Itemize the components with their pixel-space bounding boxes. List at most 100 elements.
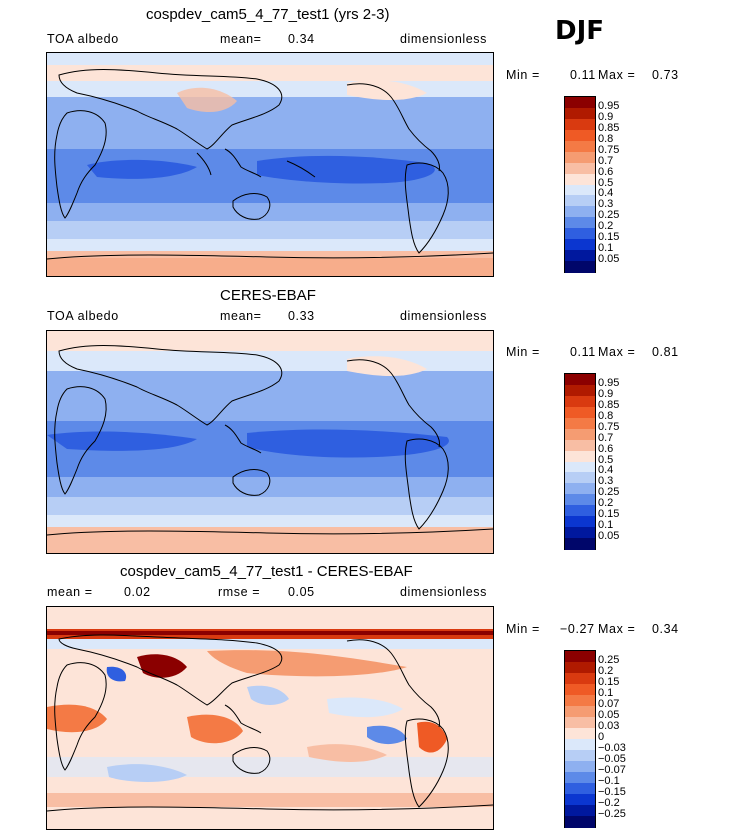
panel-1-colorbar-tick-label: 0.4 bbox=[598, 187, 614, 200]
panel-2-colorbar-cell bbox=[565, 450, 595, 462]
panel-2-colorbar-tick-label: 0.15 bbox=[598, 508, 620, 521]
panel-2-title: CERES-EBAF bbox=[220, 287, 316, 304]
panel-1-colorbar-tick-label: 0.1 bbox=[598, 242, 614, 255]
panel-2-colorbar bbox=[564, 373, 596, 550]
panel-3-colorbar-tick-label: −0.05 bbox=[598, 753, 626, 765]
panel-1-colorbar-tick-label: 0.3 bbox=[598, 198, 614, 211]
panel-3-colorbar-tick-label: 0.2 bbox=[598, 665, 614, 677]
panel-2-colorbar-tick-label: 0.95 bbox=[598, 376, 620, 389]
panel-1-colorbar-cell bbox=[565, 118, 595, 131]
panel-2-max-value: 0.81 bbox=[652, 345, 679, 359]
panel-1-min-label: Min = bbox=[506, 68, 540, 82]
panel-1-colorbar-tick-label: 0.8 bbox=[598, 132, 614, 145]
panel-2-colorbar-tick-label: 0.7 bbox=[598, 431, 614, 444]
panel-3-colorbar-cell bbox=[565, 695, 595, 707]
panel-2-map-field bbox=[47, 331, 493, 553]
panel-1-colorbar-cell bbox=[565, 140, 595, 153]
panel-3-colorbar-cell bbox=[565, 717, 595, 729]
panel-2-map bbox=[46, 330, 494, 554]
panel-3-colorbar-tick-label: −0.03 bbox=[598, 742, 626, 754]
panel-2-colorbar-cell bbox=[565, 384, 595, 397]
panel-1-colorbar-cell bbox=[565, 195, 595, 207]
panel-2-colorbar-tick-label: 0.05 bbox=[598, 530, 620, 543]
panel-1-mean-value: 0.34 bbox=[288, 32, 315, 46]
panel-2-colorbar-tick-label: 0.8 bbox=[598, 409, 614, 422]
panel-3-colorbar-tick-label: 0.25 bbox=[598, 654, 620, 666]
panel-3-colorbar-cell bbox=[565, 684, 595, 696]
panel-2-colorbar-cell bbox=[565, 538, 595, 550]
panel-2-colorbar-tick-label: 0.9 bbox=[598, 387, 614, 400]
panel-2-colorbar-cell bbox=[565, 428, 595, 441]
panel-3-colorbar-tick-label: 0.07 bbox=[598, 698, 620, 710]
panel-2-max-label: Max = bbox=[598, 345, 636, 359]
panel-1-colorbar-tick-label: 0.75 bbox=[598, 143, 620, 156]
panel-1-colorbar-cell bbox=[565, 107, 595, 120]
panel-1-colorbar-cell bbox=[565, 162, 595, 175]
panel-2-colorbar-cell bbox=[565, 395, 595, 408]
panel-1-colorbar-tick-label: 0.05 bbox=[598, 253, 620, 266]
panel-3-max-value: 0.34 bbox=[652, 622, 679, 636]
panel-1-min-value: 0.11 bbox=[570, 68, 596, 82]
panel-3-rmse-value: 0.05 bbox=[288, 585, 315, 599]
panel-3-rmse-label: rmse = bbox=[218, 585, 261, 599]
panel-1-map bbox=[46, 52, 494, 277]
panel-1-colorbar-ticks: 0.95 0.9 0.85 0.8 0.75 0.7 0.6 0.5 0.4 0.3 0.25 0.2… bbox=[598, 96, 638, 271]
panel-3-units-label: dimensionless bbox=[400, 585, 488, 599]
panel-1-colorbar-tick-label: 0.15 bbox=[598, 231, 620, 244]
panel-3-colorbar-cell bbox=[565, 706, 595, 718]
panel-3-colorbar-cell bbox=[565, 761, 595, 773]
panel-2-colorbar-cell bbox=[565, 374, 595, 386]
panel-2-colorbar-tick-label: 0.2 bbox=[598, 497, 614, 510]
panel-2-colorbar-cell bbox=[565, 417, 595, 430]
panel-3-colorbar-ticks: 0.25 0.2 0.15 0.1 0.07 0.05 0.03 0 −0.03 −0.05 −0.… bbox=[598, 650, 642, 826]
panel-1-colorbar-cell bbox=[565, 151, 595, 164]
panel-2-colorbar-cell bbox=[565, 516, 595, 528]
panel-2-colorbar-cell bbox=[565, 527, 595, 539]
panel-3-colorbar-tick-label: 0.03 bbox=[598, 720, 620, 732]
panel-3-colorbar-cell bbox=[565, 772, 595, 784]
panel-1-max-value: 0.73 bbox=[652, 68, 679, 82]
panel-1-mean-label: mean= bbox=[220, 32, 262, 46]
panel-3-colorbar-tick-label: 0.05 bbox=[598, 709, 620, 721]
panel-1-colorbar-tick-label: 0.5 bbox=[598, 176, 614, 189]
panel-2-colorbar-cell bbox=[565, 461, 595, 473]
panel-2-colorbar-tick-label: 0.5 bbox=[598, 453, 614, 466]
panel-2-colorbar-tick-label: 0.75 bbox=[598, 420, 620, 433]
panel-1-variable-label: TOA albedo bbox=[47, 32, 119, 46]
panel-1-map-field bbox=[47, 53, 493, 276]
panel-3-colorbar-cell bbox=[565, 805, 595, 817]
panel-1-colorbar-cell bbox=[565, 239, 595, 251]
panel-3-colorbar-cell bbox=[565, 750, 595, 762]
panel-3-max-label: Max = bbox=[598, 622, 636, 636]
panel-3-colorbar-cell bbox=[565, 739, 595, 751]
panel-3-colorbar-tick-label: 0 bbox=[598, 731, 605, 743]
panel-1-colorbar-tick-label: 0.95 bbox=[598, 99, 620, 112]
panel-3-colorbar-tick-label: 0.1 bbox=[598, 687, 614, 699]
panel-3-colorbar-tick-label: −0.2 bbox=[598, 797, 620, 809]
panel-2-colorbar-tick-label: 0.6 bbox=[598, 442, 614, 455]
panel-1-colorbar-tick-label: 0.6 bbox=[598, 165, 614, 178]
panel-1-title: cospdev_cam5_4_77_test1 (yrs 2-3) bbox=[146, 6, 390, 23]
panel-1-colorbar-cell bbox=[565, 250, 595, 262]
panel-3-colorbar-tick-label: −0.07 bbox=[598, 764, 626, 776]
panel-3-colorbar-cell bbox=[565, 794, 595, 806]
panel-2-colorbar-cell bbox=[565, 472, 595, 484]
panel-1-colorbar-cell bbox=[565, 129, 595, 142]
panel-1-colorbar-tick-label: 0.7 bbox=[598, 154, 614, 167]
panel-1-units-label: dimensionless bbox=[400, 32, 488, 46]
panel-3-title: cospdev_cam5_4_77_test1 - CERES-EBAF bbox=[120, 563, 413, 580]
panel-2-colorbar-cell bbox=[565, 494, 595, 506]
panel-3-colorbar bbox=[564, 650, 596, 828]
panel-1-colorbar-cell bbox=[565, 173, 595, 185]
panel-3-colorbar-cell bbox=[565, 728, 595, 740]
panel-3-colorbar-cell bbox=[565, 662, 595, 674]
panel-3-colorbar-cell bbox=[565, 673, 595, 685]
panel-3-colorbar-tick-label: −0.15 bbox=[598, 786, 626, 798]
panel-2-min-label: Min = bbox=[506, 345, 540, 359]
panel-3-map-field bbox=[47, 607, 493, 829]
panel-2-colorbar-cell bbox=[565, 439, 595, 452]
panel-3-mean-label: mean = bbox=[47, 585, 93, 599]
panel-1-max-label: Max = bbox=[598, 68, 636, 82]
panel-3-colorbar-tick-label: 0.15 bbox=[598, 676, 620, 688]
panel-1-colorbar-tick-label: 0.85 bbox=[598, 121, 620, 134]
